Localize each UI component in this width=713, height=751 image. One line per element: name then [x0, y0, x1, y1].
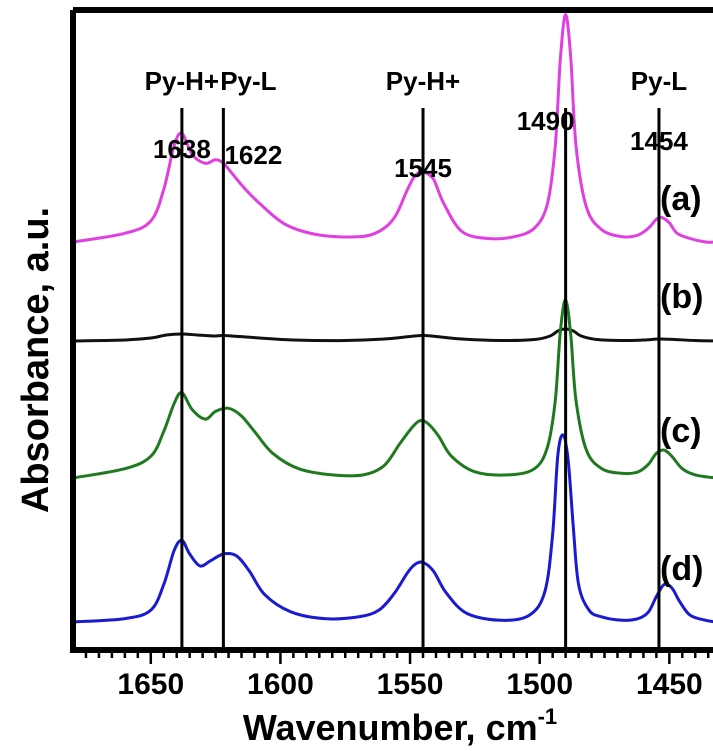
- x-axis-ticks: 1650 1600 1550 1500 1450: [84, 650, 710, 701]
- x-axis-label: Wavenumber, cm-1: [243, 704, 557, 748]
- x-tick-label: 1500: [506, 668, 573, 701]
- peak-label: 1454: [630, 126, 688, 156]
- series-line: [72, 433, 713, 624]
- x-tick-label: 1600: [247, 668, 314, 701]
- x-axis-label-text: Wavenumber, cm: [243, 707, 538, 748]
- x-tick-label: 1650: [117, 668, 184, 701]
- series-label: (d): [660, 550, 703, 588]
- series-label: (b): [660, 278, 703, 316]
- y-axis-label: Absorbance, a.u.: [15, 207, 57, 513]
- series-line: [72, 327, 713, 343]
- peak-label: 1545: [394, 153, 452, 183]
- x-tick-label: 1550: [377, 668, 444, 701]
- series-group: [72, 13, 713, 624]
- reference-lines: [180, 108, 661, 650]
- series-labels: (a) (b) (c) (d): [660, 180, 703, 588]
- band-label: Py-L: [631, 66, 687, 96]
- peak-label: 1638: [153, 134, 211, 164]
- x-tick-label: 1450: [636, 668, 703, 701]
- series-label: (a): [660, 180, 702, 218]
- series-label: (c): [660, 412, 702, 450]
- band-label: Py-H+: [145, 66, 219, 96]
- band-label: Py-H+: [386, 66, 460, 96]
- series-line: [72, 298, 713, 480]
- peak-label: 1490: [517, 106, 575, 136]
- reference-labels: 1638 Py-H+ 1622 Py-L 1545 Py-H+ 1490 1454 Py-L: [145, 66, 689, 183]
- series-line: [72, 13, 713, 244]
- band-label: Py-L: [220, 66, 276, 96]
- x-axis-label-superscript: -1: [538, 704, 558, 729]
- peak-label: 1622: [224, 140, 282, 170]
